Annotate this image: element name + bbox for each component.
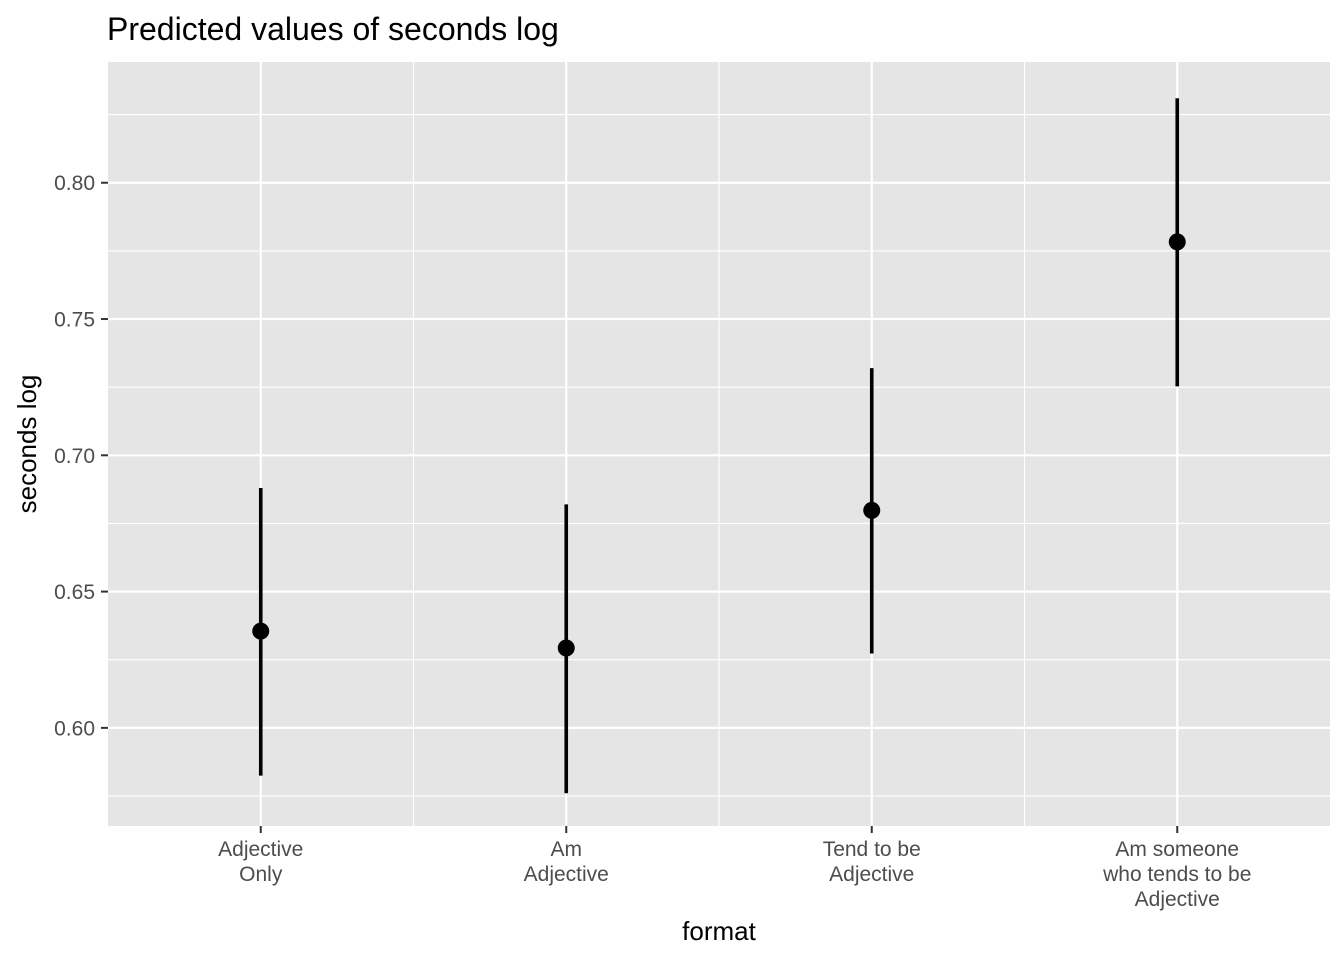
x-tick-label-line: Only <box>239 863 283 886</box>
y-tick-label: 0.75 <box>54 309 95 332</box>
y-tick-label: 0.65 <box>54 581 95 604</box>
estimate-points <box>252 233 1186 657</box>
x-tick-label-line: Adjective <box>1135 888 1220 911</box>
minor-gridlines <box>108 62 1330 826</box>
estimate-point <box>863 501 881 519</box>
x-tick-label-line: who tends to be <box>1102 863 1251 886</box>
estimate-point <box>1168 233 1186 251</box>
y-axis-ticks: 0.60 0.65 0.70 0.75 0.80 <box>54 172 108 740</box>
estimate-point <box>557 639 575 657</box>
x-axis-title: format <box>682 916 756 946</box>
x-tick-label: Tend to be Adjective <box>823 838 921 886</box>
y-tick-label: 0.80 <box>54 172 95 195</box>
x-tick-label-line: Adjective <box>829 863 914 886</box>
x-tick-label: Am Adjective <box>524 838 609 886</box>
estimate-point <box>252 622 270 640</box>
chart-title: Predicted values of seconds log <box>107 11 559 47</box>
y-tick-label: 0.60 <box>54 717 95 740</box>
x-tick-label-line: Adjective <box>218 838 303 861</box>
x-tick-label: Am someone who tends to be Adjective <box>1102 838 1251 911</box>
x-tick-label-line: Am <box>551 838 583 861</box>
x-tick-label-line: Tend to be <box>823 838 921 861</box>
x-tick-label: Adjective Only <box>218 838 303 886</box>
y-axis-title: seconds log <box>12 375 42 514</box>
x-tick-label-line: Am someone <box>1115 838 1239 861</box>
y-tick-label: 0.70 <box>54 445 95 468</box>
x-tick-label-line: Adjective <box>524 863 609 886</box>
